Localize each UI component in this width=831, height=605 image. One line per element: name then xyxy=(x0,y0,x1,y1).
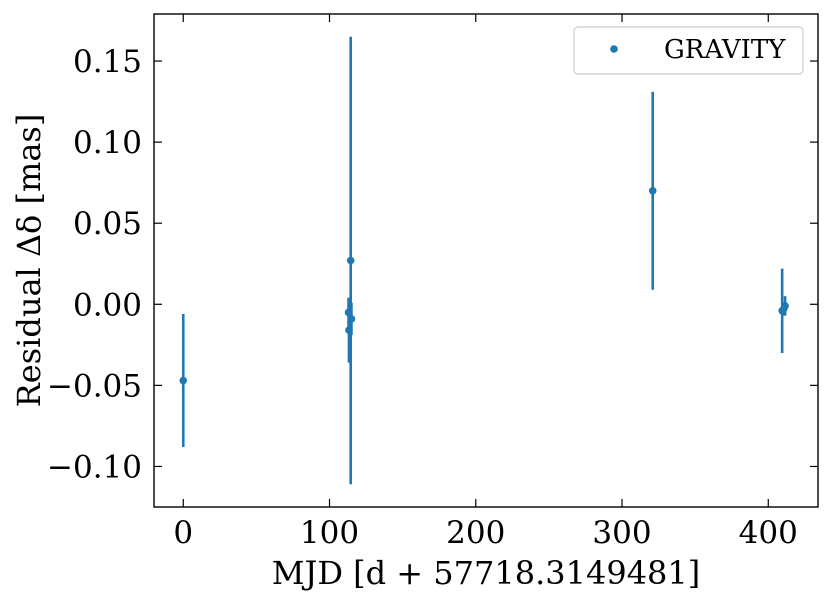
x-tick-label: 200 xyxy=(446,515,505,551)
plot-frame xyxy=(153,13,819,508)
y-tick-label: 0.15 xyxy=(73,44,142,80)
y-tick-label: −0.05 xyxy=(47,368,142,404)
y-axis-title: Residual Δδ [mas] xyxy=(10,114,48,408)
x-tick-label: 0 xyxy=(173,515,193,551)
data-point xyxy=(179,376,188,385)
data-point xyxy=(345,326,353,335)
legend-marker-gravity xyxy=(610,45,618,53)
legend-box xyxy=(573,26,804,75)
data-point xyxy=(344,308,353,317)
x-tick-label: 100 xyxy=(300,515,359,551)
y-tick-label: 0.05 xyxy=(73,206,142,242)
ticks-layer: 0 100 200 300 400 −0.10 −0.05 0.00 0.05 0.10 0.15 xyxy=(47,14,818,551)
y-tick-label: 0.10 xyxy=(73,125,142,161)
data-point xyxy=(346,256,355,265)
data-point xyxy=(781,302,789,310)
legend: GRAVITY xyxy=(573,26,804,75)
x-tick-label: 400 xyxy=(739,515,798,551)
x-tick-label: 300 xyxy=(592,515,651,551)
y-tick-label: 0.00 xyxy=(73,287,142,323)
data-layer xyxy=(179,36,789,485)
data-point xyxy=(347,315,356,323)
data-point xyxy=(648,186,657,195)
legend-label-gravity: GRAVITY xyxy=(664,35,786,65)
y-tick-label: −0.10 xyxy=(47,449,142,485)
x-axis-title: MJD [d + 57718.3149481] xyxy=(272,554,701,592)
